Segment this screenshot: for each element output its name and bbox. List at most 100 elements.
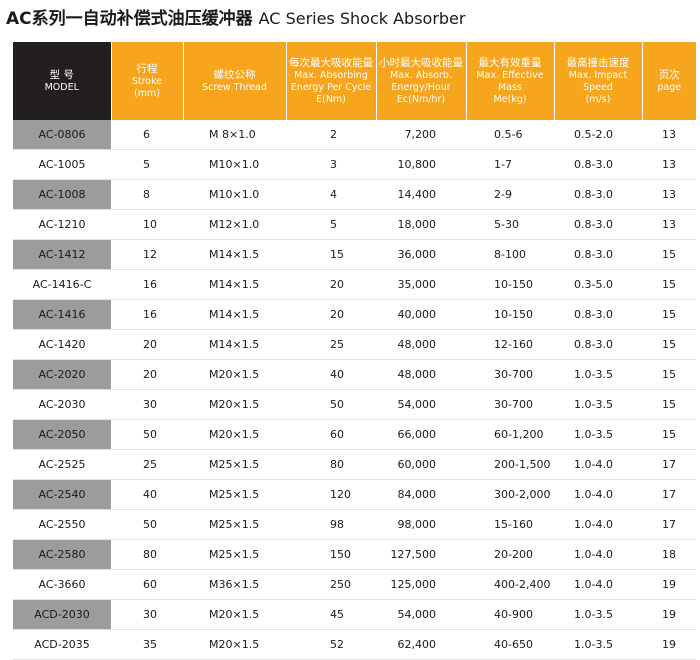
page-cell: 13 bbox=[642, 120, 696, 150]
energy-hour-cell: 48,000 bbox=[376, 359, 466, 390]
energy-hour-cell: 125,000 bbox=[376, 569, 466, 600]
table-row: AC-2550 50 M25×1.5 98 98,000 15-160 1.0-4.0 17 bbox=[13, 509, 696, 540]
stroke-cell: 12 bbox=[111, 239, 183, 270]
stroke-cell: 6 bbox=[111, 120, 183, 150]
thread-cell: M20×1.5 bbox=[183, 599, 286, 630]
header-energy-hour-en: Max. Absorb. Energy/Hour Ec(Nm/hr) bbox=[390, 70, 452, 105]
model-cell: AC-1008 bbox=[13, 179, 111, 210]
page-cell: 17 bbox=[642, 479, 696, 510]
spec-table: 型 号 MODEL 行程 Stroke (mm) 螺纹公称 Screw Thread 每… bbox=[13, 42, 696, 660]
header-speed-zh: 最高撞击速度 bbox=[566, 57, 630, 69]
header-model-zh: 型 号 bbox=[49, 69, 74, 81]
model-cell: ACD-2035 bbox=[13, 629, 111, 660]
page-cell: 15 bbox=[642, 359, 696, 390]
energy-hour-cell: 98,000 bbox=[376, 509, 466, 540]
table-row: AC-2525 25 M25×1.5 80 60,000 200-1,500 1.0-4.0… bbox=[13, 449, 696, 480]
thread-cell: M25×1.5 bbox=[183, 539, 286, 570]
table-row: AC-2540 40 M25×1.5 120 84,000 300-2,000 1.0-4.… bbox=[13, 479, 696, 510]
energy-hour-cell: 60,000 bbox=[376, 449, 466, 480]
thread-cell: M14×1.5 bbox=[183, 299, 286, 330]
page-cell: 17 bbox=[642, 509, 696, 540]
stroke-cell: 16 bbox=[111, 299, 183, 330]
thread-cell: M12×1.0 bbox=[183, 209, 286, 240]
energy-cycle-cell: 4 bbox=[286, 179, 376, 210]
header-thread: 螺纹公称 Screw Thread bbox=[183, 42, 287, 120]
mass-cell: 60-1,200 bbox=[466, 419, 554, 450]
thread-cell: M14×1.5 bbox=[183, 329, 286, 360]
energy-cycle-cell: 50 bbox=[286, 389, 376, 420]
stroke-cell: 20 bbox=[111, 359, 183, 390]
thread-cell: M20×1.5 bbox=[183, 419, 286, 450]
mass-cell: 10-150 bbox=[466, 269, 554, 300]
speed-cell: 0.8-3.0 bbox=[554, 299, 642, 330]
mass-cell: 12-160 bbox=[466, 329, 554, 360]
speed-cell: 1.0-3.5 bbox=[554, 359, 642, 390]
energy-cycle-cell: 2 bbox=[286, 120, 376, 150]
energy-hour-cell: 54,000 bbox=[376, 389, 466, 420]
page-cell: 13 bbox=[642, 149, 696, 180]
page-cell: 18 bbox=[642, 539, 696, 570]
speed-cell: 0.8-3.0 bbox=[554, 149, 642, 180]
energy-cycle-cell: 120 bbox=[286, 479, 376, 510]
stroke-cell: 30 bbox=[111, 389, 183, 420]
stroke-cell: 50 bbox=[111, 419, 183, 450]
speed-cell: 1.0-3.5 bbox=[554, 389, 642, 420]
page-cell: 19 bbox=[642, 629, 696, 660]
energy-cycle-cell: 45 bbox=[286, 599, 376, 630]
table-row: AC-1412 12 M14×1.5 15 36,000 8-100 0.8-3.0 15 bbox=[13, 239, 696, 270]
mass-cell: 10-150 bbox=[466, 299, 554, 330]
stroke-cell: 50 bbox=[111, 509, 183, 540]
table-row: AC-1005 5 M10×1.0 3 10,800 1-7 0.8-3.0 13 bbox=[13, 149, 696, 180]
header-energy-cycle: 每次最大吸收能量 Max. Absorbing Energy Per Cycle E(… bbox=[286, 42, 377, 120]
table-row: ACD-2030 30 M20×1.5 45 54,000 40-900 1.0-3.5 19 bbox=[13, 599, 696, 630]
model-cell: AC-2580 bbox=[13, 539, 111, 570]
energy-cycle-cell: 25 bbox=[286, 329, 376, 360]
header-page: 页次 page bbox=[642, 42, 696, 120]
stroke-cell: 40 bbox=[111, 479, 183, 510]
speed-cell: 1.0-4.0 bbox=[554, 539, 642, 570]
speed-cell: 1.0-3.5 bbox=[554, 629, 642, 660]
stroke-cell: 16 bbox=[111, 269, 183, 300]
model-cell: AC-2550 bbox=[13, 509, 111, 540]
model-cell: AC-2020 bbox=[13, 359, 111, 390]
energy-hour-cell: 14,400 bbox=[376, 179, 466, 210]
header-stroke-zh: 行程 bbox=[136, 63, 158, 75]
header-mass-zh: 最大有效重量 bbox=[478, 57, 542, 69]
stroke-cell: 8 bbox=[111, 179, 183, 210]
energy-cycle-cell: 60 bbox=[286, 419, 376, 450]
model-cell: AC-1412 bbox=[13, 239, 111, 270]
speed-cell: 1.0-4.0 bbox=[554, 449, 642, 480]
speed-cell: 0.8-3.0 bbox=[554, 179, 642, 210]
mass-cell: 8-100 bbox=[466, 239, 554, 270]
speed-cell: 0.8-3.0 bbox=[554, 209, 642, 240]
page-title: AC系列一自动补偿式油压缓冲器 AC Series Shock Absorber bbox=[6, 4, 465, 30]
page-cell: 19 bbox=[642, 569, 696, 600]
model-cell: AC-1210 bbox=[13, 209, 111, 240]
model-cell: AC-1420 bbox=[13, 329, 111, 360]
model-cell: AC-1416 bbox=[13, 299, 111, 330]
speed-cell: 0.5-2.0 bbox=[554, 120, 642, 150]
stroke-cell: 35 bbox=[111, 629, 183, 660]
thread-cell: M20×1.5 bbox=[183, 359, 286, 390]
mass-cell: 0.5-6 bbox=[466, 120, 554, 150]
table-row: AC-0806 6 M 8×1.0 2 7,200 0.5-6 0.5-2.0 13 bbox=[13, 120, 696, 150]
page-cell: 19 bbox=[642, 599, 696, 630]
stroke-cell: 30 bbox=[111, 599, 183, 630]
page-cell: 15 bbox=[642, 329, 696, 360]
model-cell: AC-2030 bbox=[13, 389, 111, 420]
stroke-cell: 60 bbox=[111, 569, 183, 600]
header-mass: 最大有效重量 Max. Effective Mass Me(kg) bbox=[466, 42, 555, 120]
mass-cell: 300-2,000 bbox=[466, 479, 554, 510]
energy-hour-cell: 54,000 bbox=[376, 599, 466, 630]
mass-cell: 40-650 bbox=[466, 629, 554, 660]
model-cell: AC-2050 bbox=[13, 419, 111, 450]
mass-cell: 200-1,500 bbox=[466, 449, 554, 480]
header-stroke: 行程 Stroke (mm) bbox=[111, 42, 184, 120]
energy-cycle-cell: 20 bbox=[286, 299, 376, 330]
speed-cell: 0.8-3.0 bbox=[554, 329, 642, 360]
title-english: AC Series Shock Absorber bbox=[258, 9, 466, 28]
model-cell: AC-2525 bbox=[13, 449, 111, 480]
energy-cycle-cell: 52 bbox=[286, 629, 376, 660]
energy-cycle-cell: 15 bbox=[286, 239, 376, 270]
energy-hour-cell: 66,000 bbox=[376, 419, 466, 450]
